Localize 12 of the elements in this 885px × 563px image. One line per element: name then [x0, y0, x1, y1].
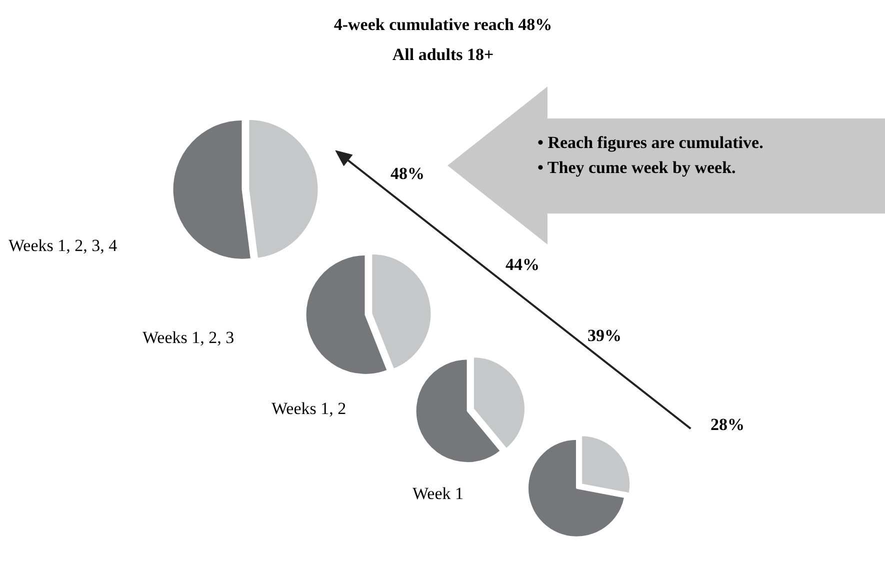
text: 39% [588, 326, 622, 345]
text: • Reach figures are cumulative. [538, 133, 764, 152]
text: 48% [390, 164, 424, 183]
text: Weeks 1, 2, 3, 4 [8, 236, 118, 255]
text: Week 1 [412, 484, 464, 503]
text: 28% [710, 415, 744, 434]
text: • They cume week by week. [538, 158, 736, 177]
text: Weeks 1, 2, 3 [142, 328, 234, 347]
text: 4-week cumulative reach 48% [334, 15, 552, 34]
text: All adults 18+ [392, 45, 494, 64]
text: 44% [506, 255, 540, 274]
text: Weeks 1, 2 [272, 399, 346, 418]
